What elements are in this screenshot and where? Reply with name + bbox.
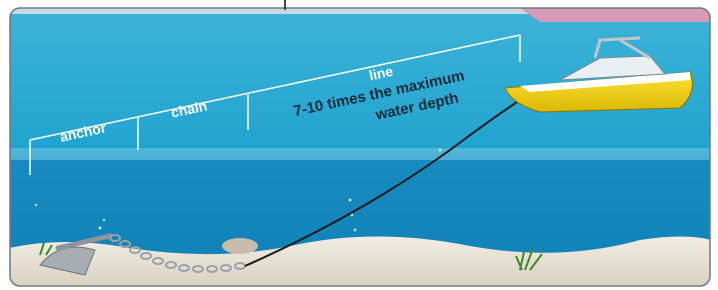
scene: anchor chain line 7-10 times the maximum… xyxy=(0,0,718,290)
rock xyxy=(222,238,258,254)
surface-band xyxy=(0,148,718,160)
horizon-glow xyxy=(520,8,718,22)
page: anchor chain line 7-10 times the maximum… xyxy=(0,0,718,290)
diagram: anchor chain line 7-10 times the maximum… xyxy=(0,0,718,290)
